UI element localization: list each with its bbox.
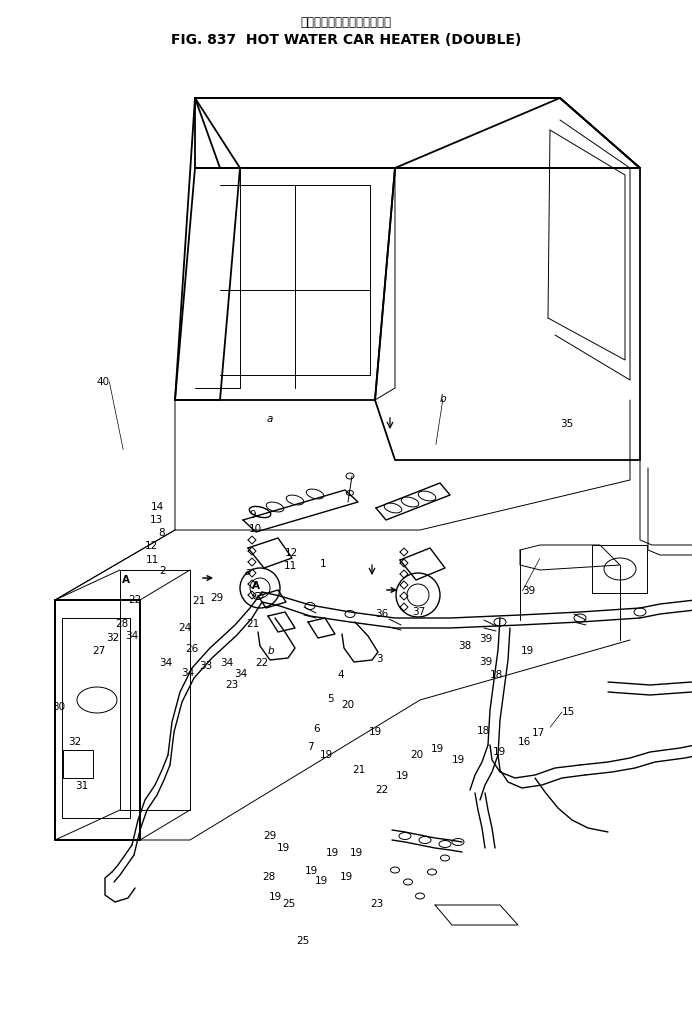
Text: 18: 18 bbox=[476, 726, 490, 736]
Text: 19: 19 bbox=[396, 771, 410, 781]
Text: 26: 26 bbox=[185, 644, 199, 654]
Text: 12: 12 bbox=[285, 548, 298, 559]
Text: 29: 29 bbox=[210, 593, 224, 603]
Text: 37: 37 bbox=[412, 607, 426, 617]
Text: 10: 10 bbox=[249, 524, 262, 534]
Text: 19: 19 bbox=[268, 892, 282, 902]
Text: 25: 25 bbox=[282, 899, 296, 909]
Text: A: A bbox=[252, 581, 260, 591]
Text: 11: 11 bbox=[284, 561, 297, 571]
Bar bbox=[62, 618, 130, 818]
Text: 19: 19 bbox=[368, 727, 382, 737]
Text: 18: 18 bbox=[490, 670, 504, 680]
Text: 温　水　カーヒータ　ダブル: 温 水 カーヒータ ダブル bbox=[300, 15, 392, 28]
Text: 34: 34 bbox=[125, 631, 138, 641]
Text: A: A bbox=[122, 575, 130, 585]
Text: b: b bbox=[439, 394, 446, 404]
Text: 34: 34 bbox=[159, 658, 173, 668]
Text: 17: 17 bbox=[531, 728, 545, 738]
Text: 39: 39 bbox=[522, 586, 536, 596]
Text: 21: 21 bbox=[352, 765, 365, 775]
Text: 11: 11 bbox=[146, 554, 159, 565]
Text: 15: 15 bbox=[562, 707, 575, 717]
Text: a: a bbox=[244, 567, 251, 577]
Text: 36: 36 bbox=[375, 609, 389, 619]
Text: 16: 16 bbox=[518, 737, 531, 747]
Text: 19: 19 bbox=[277, 843, 291, 853]
Text: 12: 12 bbox=[145, 541, 158, 551]
Text: 19: 19 bbox=[339, 872, 353, 882]
Text: 35: 35 bbox=[561, 419, 574, 429]
Text: 8: 8 bbox=[158, 528, 165, 538]
Text: 39: 39 bbox=[479, 656, 493, 667]
Text: 29: 29 bbox=[263, 831, 277, 841]
Text: 39: 39 bbox=[479, 634, 493, 644]
Text: 34: 34 bbox=[181, 668, 195, 678]
Text: 28: 28 bbox=[115, 619, 128, 629]
Circle shape bbox=[396, 573, 440, 617]
Text: 22: 22 bbox=[375, 785, 389, 795]
Text: 34: 34 bbox=[220, 658, 234, 668]
Text: 21: 21 bbox=[192, 596, 206, 606]
Text: 19: 19 bbox=[430, 744, 444, 754]
Bar bbox=[592, 545, 647, 593]
Text: 31: 31 bbox=[75, 781, 89, 791]
Text: 19: 19 bbox=[315, 876, 329, 886]
Text: 28: 28 bbox=[262, 872, 275, 882]
Text: 1: 1 bbox=[320, 559, 327, 569]
Circle shape bbox=[240, 568, 280, 608]
Text: 19: 19 bbox=[493, 747, 507, 758]
Text: 19: 19 bbox=[349, 848, 363, 858]
Text: FIG. 837  HOT WATER CAR HEATER (DOUBLE): FIG. 837 HOT WATER CAR HEATER (DOUBLE) bbox=[171, 33, 521, 47]
Text: 19: 19 bbox=[520, 646, 534, 656]
Text: 5: 5 bbox=[327, 694, 334, 704]
Text: 22: 22 bbox=[129, 595, 142, 605]
Text: 9: 9 bbox=[249, 510, 256, 520]
Text: 23: 23 bbox=[370, 899, 384, 909]
Text: 23: 23 bbox=[225, 680, 239, 690]
Text: 25: 25 bbox=[296, 936, 310, 946]
Text: 22: 22 bbox=[255, 658, 268, 668]
Text: 6: 6 bbox=[313, 724, 320, 734]
Text: 7: 7 bbox=[307, 742, 313, 752]
Text: b: b bbox=[268, 646, 275, 656]
Text: 32: 32 bbox=[69, 737, 82, 747]
Text: 2: 2 bbox=[159, 566, 166, 576]
Text: 40: 40 bbox=[96, 377, 109, 387]
Bar bbox=[63, 750, 93, 778]
Text: 34: 34 bbox=[234, 669, 248, 679]
Text: 27: 27 bbox=[92, 646, 105, 656]
Text: 19: 19 bbox=[451, 754, 465, 765]
Text: 33: 33 bbox=[199, 661, 213, 671]
Text: 30: 30 bbox=[53, 702, 66, 712]
Text: 24: 24 bbox=[179, 623, 192, 633]
Text: 19: 19 bbox=[320, 750, 334, 761]
Text: a: a bbox=[266, 414, 273, 424]
Text: 38: 38 bbox=[458, 641, 472, 651]
Text: 13: 13 bbox=[149, 515, 163, 525]
Text: 19: 19 bbox=[325, 848, 339, 858]
Text: 20: 20 bbox=[341, 700, 354, 710]
Text: 4: 4 bbox=[337, 670, 344, 680]
Text: 14: 14 bbox=[151, 502, 164, 512]
Text: 32: 32 bbox=[106, 633, 119, 643]
Text: 3: 3 bbox=[376, 653, 383, 664]
Text: 20: 20 bbox=[410, 750, 423, 761]
Text: 19: 19 bbox=[304, 866, 318, 876]
Text: 21: 21 bbox=[246, 619, 260, 629]
